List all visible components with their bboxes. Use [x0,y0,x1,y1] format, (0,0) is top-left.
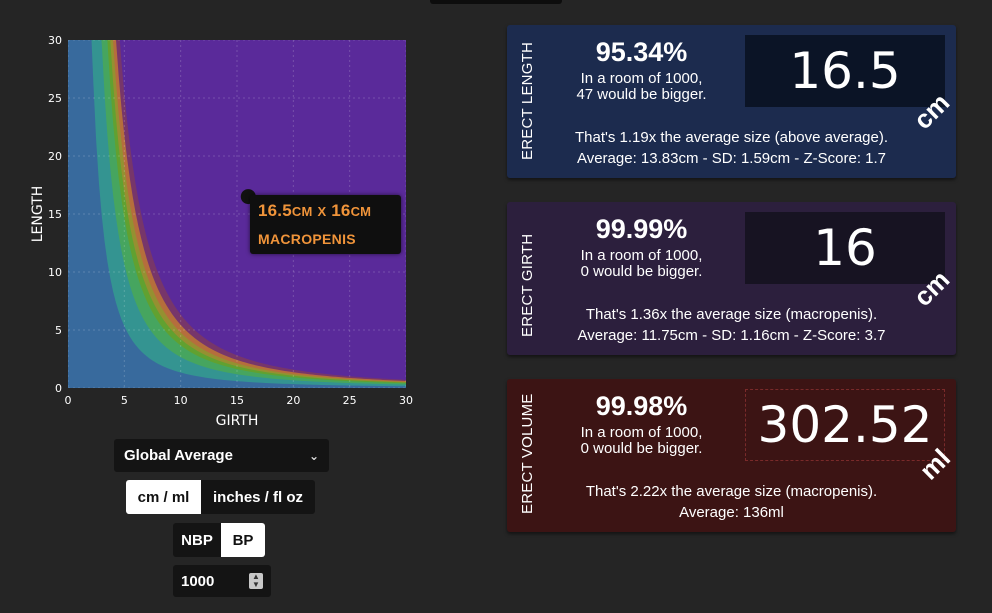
summary-line: That's 1.36x the average size (macropeni… [585,306,878,323]
bp-option-bp[interactable]: BP [221,523,265,557]
y-axis-title: LENGTH [30,186,46,243]
distribution-band-4 [68,40,406,388]
room-line: In a room of 1000, [580,424,703,441]
population-select[interactable]: Global Average ⌄ [114,439,329,472]
erect-length-card: ERECT LENGTH 95.34% In a room of 1000, 47… [507,25,956,178]
value-box: 16.5 cm [745,35,956,135]
percentile: 99.99% [595,214,688,244]
unit-option-metric[interactable]: cm / ml [126,480,201,514]
distribution-band-1 [68,40,406,388]
room-comparison: In a room of 1000, 0 would be bigger. [569,248,714,280]
y-tick-label: 5 [55,324,62,337]
y-tick-label: 10 [48,266,62,279]
distribution-bands [68,40,406,388]
x-axis-ticks: 0 5 10 15 20 25 30 [65,394,414,407]
x-tick-label: 30 [399,394,413,407]
tooltip-unit: CM [291,204,313,219]
room-line: In a room of 1000, [580,70,703,87]
summary-line: Average: 13.83cm - SD: 1.59cm - Z-Score:… [576,150,887,167]
x-tick-label: 15 [230,394,244,407]
y-tick-label: 15 [48,208,62,221]
y-axis-ticks: 0 5 10 15 20 25 30 [48,34,62,395]
erect-girth-card: ERECT GIRTH 99.99% In a room of 1000, 0 w… [507,202,956,355]
tooltip-classification: MACROPENIS [258,231,356,247]
room-line: In a room of 1000, [580,247,703,264]
room-comparison: In a room of 1000, 47 would be bigger. [569,71,714,103]
tooltip-unit-2: CM [350,204,372,219]
size-tooltip: 16.5CM X 16CM MACROPENIS [250,195,401,254]
erect-volume-card: ERECT VOLUME 99.98% In a room of 1000, 0 … [507,379,956,532]
tooltip-separator: X [317,204,327,219]
unit-option-imperial[interactable]: inches / fl oz [212,488,303,506]
x-axis-title: GIRTH [216,413,259,429]
volume-value: 302.52 [757,396,933,454]
x-tick-label: 25 [343,394,357,407]
percentile: 95.34% [595,37,688,67]
summary-line: That's 2.22x the average size (macropeni… [585,483,878,500]
value-box: 16 cm [745,212,956,312]
tooltip-girth: 16 [331,201,351,220]
y-tick-label: 25 [48,92,62,105]
summary: That's 2.22x the average size (macropeni… [507,481,956,523]
tooltip-length: 16.5 [258,201,292,220]
unit-toggle: cm / ml inches / fl oz [126,480,315,514]
x-tick-label: 5 [121,394,128,407]
x-tick-label: 20 [286,394,300,407]
y-tick-label: 30 [48,34,62,47]
summary-line: Average: 11.75cm - SD: 1.16cm - Z-Score:… [577,327,886,344]
chevron-down-icon: ⌄ [308,448,319,463]
tooltip-dimensions: 16.5CM X 16CM [258,201,371,221]
population-select-value: Global Average [124,447,233,464]
girth-value: 16 [813,219,877,277]
percentile: 99.98% [595,391,688,421]
grid-lines [68,40,406,388]
room-line: 0 would be bigger. [580,440,703,457]
x-tick-label: 10 [174,394,188,407]
bp-option-nbp[interactable]: NBP [181,531,213,549]
bp-toggle: NBP BP [173,523,265,557]
length-value: 16.5 [789,42,901,100]
summary: That's 1.36x the average size (macropeni… [507,304,956,346]
room-line: 0 would be bigger. [580,263,703,280]
room-size-value: 1000 [181,572,215,590]
room-line: 47 would be bigger. [576,86,707,103]
stepper-arrows-icon[interactable]: ▲ ▼ [249,573,263,589]
summary-line: That's 1.19x the average size (above ave… [574,129,889,146]
x-tick-label: 0 [65,394,72,407]
room-size-input[interactable]: 1000 ▲ ▼ [173,565,271,597]
room-comparison: In a room of 1000, 0 would be bigger. [569,425,714,457]
top-bar-stub [430,0,562,4]
y-tick-label: 0 [55,382,62,395]
summary-line: Average: 136ml [679,504,784,521]
y-tick-label: 20 [48,150,62,163]
value-box: 302.52 ml [745,389,956,485]
summary: That's 1.19x the average size (above ave… [507,127,956,169]
